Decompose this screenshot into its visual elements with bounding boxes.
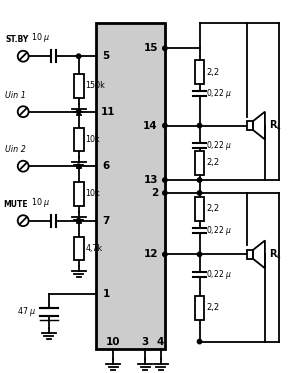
Text: 0,22 $\mu$: 0,22 $\mu$ (206, 268, 232, 280)
Bar (74, 128, 84, 151)
Text: 5: 5 (102, 51, 110, 61)
Text: Uin 2: Uin 2 (5, 145, 26, 154)
Text: 10k: 10k (85, 189, 100, 198)
Text: 4: 4 (156, 336, 164, 347)
Bar (247, 121, 253, 130)
Text: 4,7k: 4,7k (85, 244, 103, 253)
Bar (74, 182, 84, 206)
Circle shape (163, 46, 167, 50)
Text: Uin 1: Uin 1 (5, 91, 26, 100)
Text: 15: 15 (143, 43, 158, 53)
Text: 47 $\mu$: 47 $\mu$ (16, 305, 36, 318)
Text: 14: 14 (143, 120, 158, 131)
Circle shape (197, 178, 202, 182)
Bar (95, 22, 165, 350)
Text: 7: 7 (102, 216, 110, 226)
Text: 2,2: 2,2 (206, 204, 220, 213)
Polygon shape (253, 112, 265, 140)
Circle shape (163, 191, 167, 195)
Circle shape (163, 252, 167, 257)
Text: 10 $\mu$: 10 $\mu$ (31, 31, 51, 44)
Text: 3: 3 (141, 336, 149, 347)
Circle shape (197, 252, 202, 257)
Circle shape (197, 191, 202, 195)
Bar (74, 74, 84, 98)
Text: R$_L$: R$_L$ (269, 119, 282, 132)
Bar (195, 296, 205, 320)
Circle shape (163, 178, 167, 182)
Circle shape (163, 123, 167, 128)
Text: 12: 12 (143, 250, 158, 259)
Text: 11: 11 (100, 107, 115, 117)
Text: 1: 1 (102, 289, 110, 299)
Bar (247, 250, 253, 259)
Text: R$_L$: R$_L$ (269, 247, 282, 261)
Text: 10k: 10k (85, 135, 100, 144)
Circle shape (76, 110, 81, 114)
Circle shape (76, 164, 81, 168)
Text: 0,22 $\mu$: 0,22 $\mu$ (206, 87, 232, 100)
Polygon shape (253, 241, 265, 268)
Text: 150k: 150k (85, 81, 106, 90)
Text: 0,22 $\mu$: 0,22 $\mu$ (206, 139, 232, 152)
Text: 2,2: 2,2 (206, 303, 220, 312)
Circle shape (76, 219, 81, 223)
Text: 10 $\mu$: 10 $\mu$ (31, 196, 51, 209)
Text: ST.BY: ST.BY (5, 35, 28, 44)
Text: 2: 2 (151, 188, 158, 198)
Text: 10: 10 (106, 336, 121, 347)
Bar (74, 236, 84, 260)
Bar (195, 197, 205, 221)
Text: 13: 13 (143, 175, 158, 185)
Text: MUTE: MUTE (3, 200, 28, 209)
Circle shape (197, 123, 202, 128)
Text: 0,22 $\mu$: 0,22 $\mu$ (206, 224, 232, 237)
Circle shape (76, 54, 81, 59)
Text: 2,2: 2,2 (206, 68, 220, 76)
Bar (195, 151, 205, 175)
Text: 6: 6 (102, 161, 110, 171)
Bar (195, 60, 205, 84)
Text: 2,2: 2,2 (206, 158, 220, 167)
Circle shape (197, 339, 202, 344)
